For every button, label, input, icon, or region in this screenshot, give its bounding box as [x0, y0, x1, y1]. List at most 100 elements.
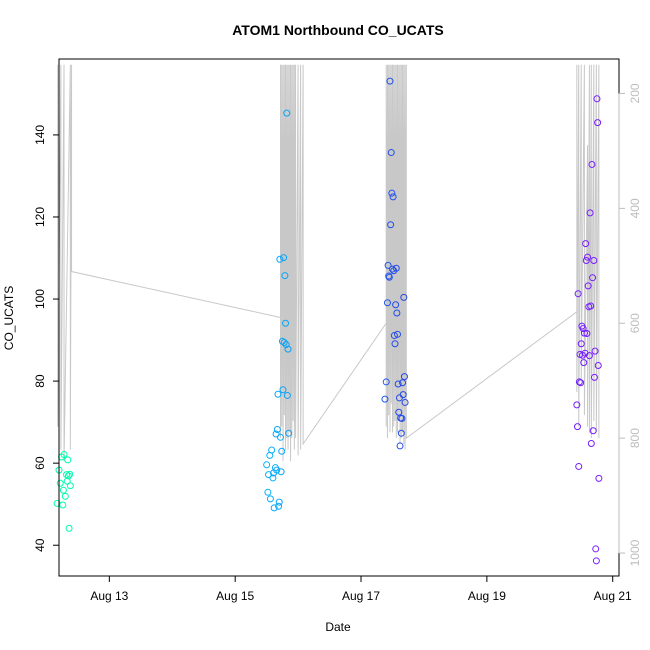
y2-tick-label: 1000 — [628, 539, 642, 566]
data-point — [273, 426, 281, 434]
data-point — [586, 209, 594, 217]
data-point — [399, 391, 407, 399]
y-tick-label: 40 — [33, 538, 47, 552]
data-point — [266, 495, 274, 503]
data-point — [281, 272, 289, 280]
data-point — [401, 398, 409, 406]
data-point — [392, 301, 400, 309]
x-tick-label: Aug 15 — [216, 589, 254, 603]
data-point — [577, 340, 585, 348]
data-point — [590, 256, 598, 264]
data-point — [587, 439, 595, 447]
data-point — [400, 293, 408, 301]
data-point — [273, 466, 281, 474]
y-tick-label: 100 — [33, 289, 47, 309]
data-point — [64, 456, 72, 464]
data-point — [388, 189, 396, 197]
x-tick-label: Aug 21 — [594, 589, 632, 603]
data-point — [587, 302, 595, 310]
y-tick-label: 80 — [33, 374, 47, 388]
data-point — [589, 274, 597, 282]
data-point — [387, 149, 395, 157]
data-point — [594, 119, 602, 127]
data-point — [388, 265, 396, 273]
data-point — [59, 486, 67, 494]
data-point — [583, 330, 591, 337]
data-point — [386, 77, 394, 85]
data-point — [278, 447, 286, 455]
data-point — [584, 253, 592, 261]
data-point — [595, 474, 603, 482]
data-point — [590, 373, 598, 381]
data-point — [279, 386, 287, 394]
data-point — [264, 488, 272, 496]
data-point — [282, 319, 290, 327]
data-point — [575, 378, 583, 386]
data-point — [56, 479, 64, 487]
data-point — [61, 492, 69, 500]
y-tick-label: 60 — [33, 456, 47, 470]
data-point — [592, 557, 600, 565]
data-point — [275, 498, 283, 506]
data-point — [392, 264, 400, 272]
data-point — [285, 429, 293, 437]
x-axis-label: Date — [325, 620, 351, 634]
data-point — [397, 429, 405, 437]
data-point — [381, 395, 389, 403]
data-point — [60, 451, 68, 459]
data-point — [582, 240, 590, 248]
data-point — [389, 193, 397, 201]
data-point — [269, 474, 277, 482]
data-point — [594, 362, 602, 370]
data-point — [274, 390, 282, 398]
y2-tick-label: 200 — [628, 83, 642, 103]
y2-tick-label: 600 — [628, 313, 642, 333]
pressure-line-layer — [57, 64, 600, 462]
data-point — [394, 380, 402, 388]
data-point — [585, 352, 593, 360]
data-point — [384, 261, 392, 269]
data-point — [593, 95, 601, 103]
data-point — [276, 255, 284, 263]
data-point — [393, 309, 401, 317]
data-point — [588, 160, 596, 168]
data-point — [580, 329, 588, 337]
data-point — [280, 254, 288, 262]
data-point — [64, 472, 72, 480]
data-point — [272, 430, 280, 438]
y-tick-label: 120 — [33, 207, 47, 227]
y2-tick-label: 400 — [628, 198, 642, 218]
x-tick-label: Aug 19 — [468, 589, 506, 603]
data-point — [574, 290, 582, 298]
data-point — [383, 299, 391, 307]
data-point — [592, 545, 600, 553]
data-point — [398, 414, 406, 422]
data-point — [270, 504, 278, 512]
data-point — [268, 446, 276, 454]
data-point — [391, 340, 399, 348]
data-point — [589, 427, 597, 435]
data-point — [573, 423, 581, 431]
data-point — [400, 373, 408, 381]
data-point — [263, 461, 271, 469]
data-point — [275, 502, 283, 510]
data-point — [584, 282, 592, 290]
data-point — [577, 379, 585, 387]
data-point — [382, 378, 390, 386]
data-point — [394, 330, 402, 338]
data-point — [591, 347, 599, 355]
y-tick-label: 140 — [33, 125, 47, 145]
data-points-layer — [53, 77, 603, 565]
data-point — [63, 471, 71, 479]
pressure-line — [57, 64, 600, 462]
data-point — [265, 471, 273, 479]
data-point — [399, 379, 407, 387]
data-point — [390, 332, 398, 340]
data-point — [65, 524, 73, 532]
x-tick-label: Aug 13 — [90, 589, 128, 603]
data-point — [66, 482, 74, 490]
data-point — [580, 359, 588, 367]
data-point — [280, 339, 288, 347]
